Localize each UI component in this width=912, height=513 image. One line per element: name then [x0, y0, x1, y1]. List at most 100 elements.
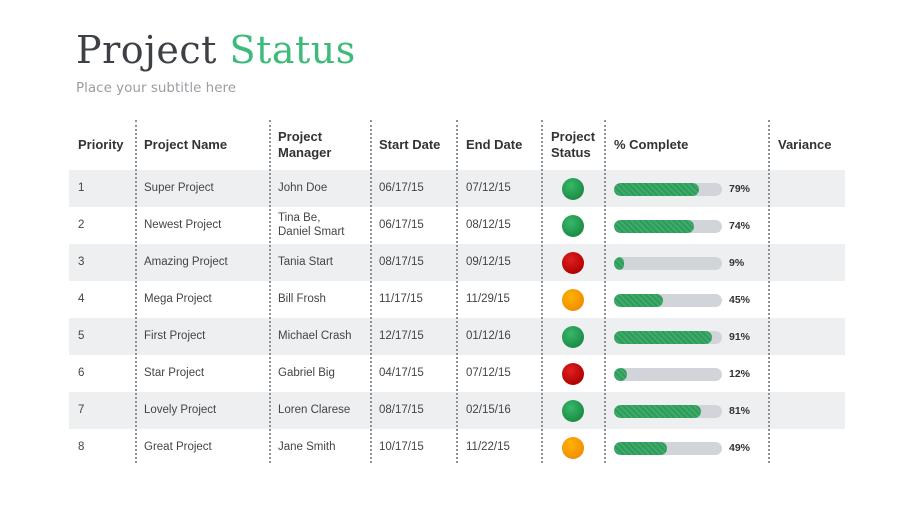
- progress-bar-fill: [614, 220, 694, 233]
- variance-cell: [778, 318, 843, 355]
- project-status-cell: [546, 392, 600, 429]
- project-name-cell: Newest Project: [144, 218, 222, 231]
- status-indicator-icon: [562, 214, 584, 237]
- status-indicator-icon: [562, 399, 584, 422]
- header-status-line1: Project: [551, 129, 596, 145]
- header-status-line2: Status: [551, 145, 591, 160]
- start-date-cell: 06/17/15: [379, 181, 424, 194]
- progress-bar: [614, 257, 722, 270]
- end-date-cell: 07/12/15: [466, 366, 511, 379]
- status-indicator-icon: [562, 288, 584, 311]
- project-name-cell: Great Project: [144, 440, 212, 453]
- status-indicator-icon: [562, 251, 584, 274]
- progress-bar: [614, 331, 722, 344]
- end-date-cell: 08/12/15: [466, 218, 511, 231]
- project-status-cell: [546, 170, 600, 207]
- project-status-cell: [546, 429, 600, 466]
- table-row: 6 Star Project Gabriel Big 04/17/15 07/12/15…: [69, 355, 845, 392]
- end-date-cell: 01/12/16: [466, 329, 511, 342]
- column-divider: [768, 120, 770, 463]
- start-date-cell: 10/17/15: [379, 440, 424, 453]
- project-manager-cell: Michael Crash: [278, 318, 373, 355]
- progress-bar: [614, 183, 722, 196]
- project-manager-cell: Jane Smith: [278, 429, 373, 466]
- manager-name-line2: Daniel Smart: [278, 225, 345, 238]
- project-status-cell: [546, 207, 600, 244]
- page-title-part1: Project: [76, 28, 217, 72]
- variance-cell: [778, 170, 843, 207]
- variance-cell: [778, 281, 843, 318]
- header-variance: Variance: [778, 137, 832, 153]
- manager-name: Bill Frosh: [278, 292, 326, 305]
- end-date-cell: 02/15/16: [466, 403, 511, 416]
- priority-cell: 4: [78, 292, 85, 305]
- header-start-date: Start Date: [379, 137, 441, 153]
- header-project-name: Project Name: [144, 137, 228, 153]
- table-row: 2 Newest Project Tina Be, Daniel Smart 06/17…: [69, 207, 845, 244]
- manager-name-line1: Tina Be,: [278, 211, 321, 224]
- progress-bar-fill: [614, 294, 663, 307]
- start-date-cell: 06/17/15: [379, 218, 424, 231]
- project-name-cell: Mega Project: [144, 292, 212, 305]
- column-divider: [269, 120, 271, 463]
- start-date-cell: 04/17/15: [379, 366, 424, 379]
- project-manager-cell: Gabriel Big: [278, 355, 373, 392]
- end-date-cell: 07/12/15: [466, 181, 511, 194]
- progress-bar-fill: [614, 331, 713, 344]
- column-divider: [456, 120, 458, 463]
- start-date-cell: 08/17/15: [379, 403, 424, 416]
- variance-cell: [778, 429, 843, 466]
- manager-name: Loren Clarese: [278, 403, 351, 416]
- page-title: Project Status: [76, 28, 356, 72]
- status-indicator-icon: [562, 325, 584, 348]
- project-manager-cell: Tania Start: [278, 244, 373, 281]
- percent-complete-label: 12%: [729, 367, 751, 380]
- progress-bar: [614, 294, 722, 307]
- project-status-cell: [546, 244, 600, 281]
- priority-cell: 6: [78, 366, 85, 379]
- header-project-manager: Project Manager: [278, 120, 373, 170]
- project-name-cell: First Project: [144, 329, 206, 342]
- percent-complete-label: 79%: [729, 182, 751, 195]
- manager-name: Jane Smith: [278, 440, 336, 453]
- status-indicator-icon: [562, 177, 584, 200]
- project-name-cell: Star Project: [144, 366, 205, 379]
- variance-cell: [778, 355, 843, 392]
- project-status-table: Priority Project Name Project Manager Sta…: [69, 120, 845, 466]
- table-row: 8 Great Project Jane Smith 10/17/15 11/22/15…: [69, 429, 845, 466]
- progress-bar-fill: [614, 183, 700, 196]
- project-name-cell: Amazing Project: [144, 255, 228, 268]
- progress-bar: [614, 442, 722, 455]
- header-percent-complete: % Complete: [614, 137, 689, 153]
- priority-cell: 3: [78, 255, 85, 268]
- project-manager-cell: Tina Be, Daniel Smart: [278, 207, 373, 244]
- table-header: Priority Project Name Project Manager Sta…: [69, 120, 845, 170]
- project-manager-cell: John Doe: [278, 170, 373, 207]
- manager-name: Tania Start: [278, 255, 333, 268]
- project-name-cell: Lovely Project: [144, 403, 217, 416]
- progress-bar: [614, 368, 722, 381]
- project-manager-cell: Loren Clarese: [278, 392, 373, 429]
- priority-cell: 1: [78, 181, 85, 194]
- progress-bar-fill: [614, 257, 624, 270]
- variance-cell: [778, 392, 843, 429]
- start-date-cell: 12/17/15: [379, 329, 424, 342]
- variance-cell: [778, 244, 843, 281]
- manager-name: Gabriel Big: [278, 366, 335, 379]
- progress-bar: [614, 405, 722, 418]
- end-date-cell: 09/12/15: [466, 255, 511, 268]
- progress-bar-fill: [614, 368, 627, 381]
- progress-bar-fill: [614, 442, 667, 455]
- column-divider: [604, 120, 606, 463]
- column-divider: [135, 120, 137, 463]
- percent-complete-label: 45%: [729, 293, 751, 306]
- page-title-part2: Status: [229, 28, 356, 72]
- progress-bar-fill: [614, 405, 702, 418]
- percent-complete-label: 81%: [729, 404, 751, 417]
- header-priority: Priority: [78, 137, 124, 153]
- end-date-cell: 11/22/15: [466, 440, 510, 453]
- header-project-status: Project Status: [551, 120, 611, 170]
- progress-bar: [614, 220, 722, 233]
- project-status-cell: [546, 355, 600, 392]
- start-date-cell: 08/17/15: [379, 255, 424, 268]
